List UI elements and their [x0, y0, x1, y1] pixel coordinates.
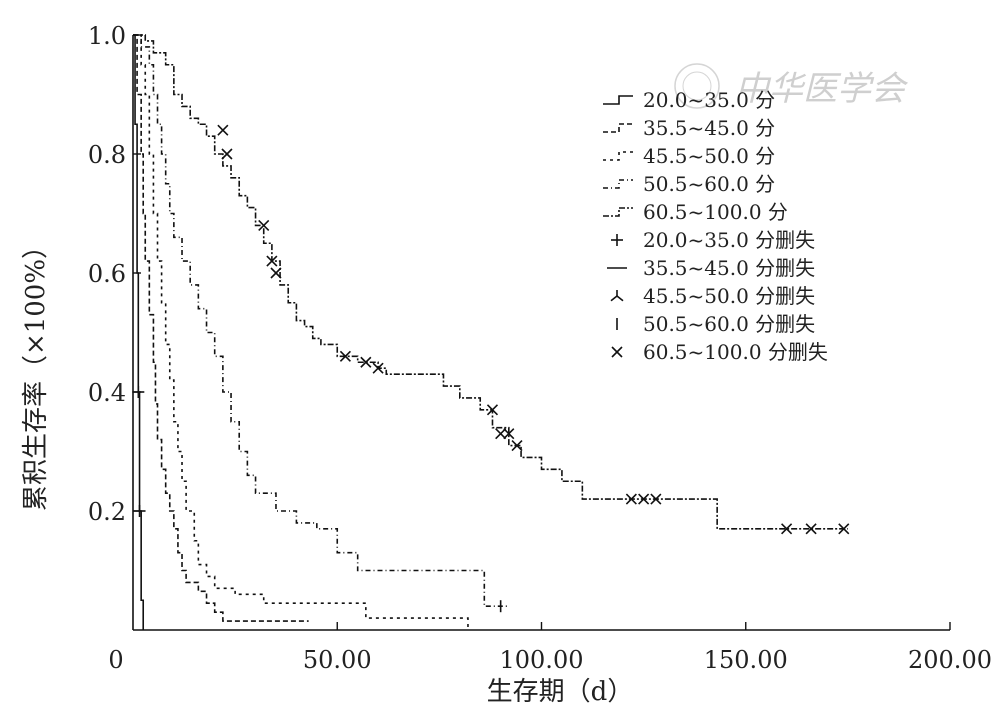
- y-axis-title: 累积生存率（×100%）: [21, 233, 51, 511]
- series-line-4: [133, 34, 509, 607]
- watermark-seal-icon: [674, 63, 720, 109]
- x-axis-title: 生存期（d）: [487, 677, 634, 707]
- censor-mark: [781, 523, 793, 535]
- watermark-text: 中华医学会: [735, 69, 909, 109]
- x-tick-label: 0: [108, 646, 123, 674]
- censor-mark: [360, 356, 372, 368]
- censor-mark: [221, 148, 233, 160]
- censor-mark: [805, 523, 817, 535]
- y-tick-label: 0.2: [88, 498, 126, 526]
- legend-label: 50.5~60.0 分: [643, 172, 775, 196]
- y-tick-label: 0.8: [88, 141, 126, 169]
- censor-mark: [270, 267, 282, 279]
- series-line-2: [133, 34, 309, 622]
- legend-label: 60.5~100.0 分删失: [643, 340, 828, 364]
- legend-censor-swatch: [611, 234, 623, 246]
- y-tick-label: 0.4: [88, 379, 126, 407]
- legend-label: 60.5~100.0 分: [643, 200, 788, 224]
- censor-mark: [217, 124, 229, 136]
- censor-mark: [486, 404, 499, 416]
- legend-line-swatch: [603, 207, 633, 217]
- legend-label: 20.0~35.0 分: [643, 88, 775, 112]
- x-tick-label: 50.00: [303, 646, 372, 674]
- censor-mark: [132, 386, 145, 398]
- legend-censor-swatch: [611, 346, 623, 358]
- legend-line-swatch: [603, 151, 633, 161]
- legend-label: 35.5~45.0 分: [643, 116, 775, 140]
- legend-censor-swatch: [610, 290, 624, 302]
- legend-label: 50.5~60.0 分删失: [643, 312, 815, 336]
- legend-label: 45.5~50.0 分: [643, 144, 775, 168]
- censor-mark: [339, 350, 351, 362]
- series-line-3: [133, 34, 469, 630]
- legend-label: 45.5~50.0 分删失: [643, 284, 815, 308]
- y-tick-label: 0.6: [88, 260, 126, 288]
- x-tick-label: 150.00: [704, 646, 788, 674]
- censor-mark: [258, 219, 270, 231]
- censor-mark: [133, 505, 146, 517]
- x-tick-label: 200.00: [908, 646, 992, 674]
- x-tick-label: 100.00: [500, 646, 584, 674]
- axes: 0 50.00 100.00 150.00 200.00 0.2 0.4 0.6 0.8 1.0: [88, 22, 992, 674]
- censor-mark: [638, 493, 650, 505]
- legend-label: 20.0~35.0 分删失: [643, 228, 815, 252]
- legend-line-swatch: [603, 123, 633, 133]
- censor-layer: [132, 124, 850, 613]
- legend-line-swatch: [603, 95, 633, 105]
- censor-mark: [625, 493, 637, 505]
- legend-label: 35.5~45.0 分删失: [643, 256, 815, 280]
- censor-mark: [503, 428, 515, 440]
- censor-mark: [650, 493, 662, 505]
- series-line-5: [133, 34, 848, 530]
- censor-mark: [838, 523, 850, 535]
- censor-mark: [372, 362, 384, 374]
- y-tick-label: 1.0: [88, 22, 126, 50]
- watermark: 中华医学会: [674, 63, 909, 109]
- legend-line-swatch: [603, 179, 633, 189]
- legend: 20.0~35.0 分 35.5~45.0 分 45.5~50.0 分 50.5~60…: [603, 88, 828, 364]
- censor-mark: [266, 255, 278, 267]
- censor-mark: [511, 439, 523, 452]
- watermark-seal-inner: [682, 71, 712, 101]
- censor-mark: [495, 428, 507, 440]
